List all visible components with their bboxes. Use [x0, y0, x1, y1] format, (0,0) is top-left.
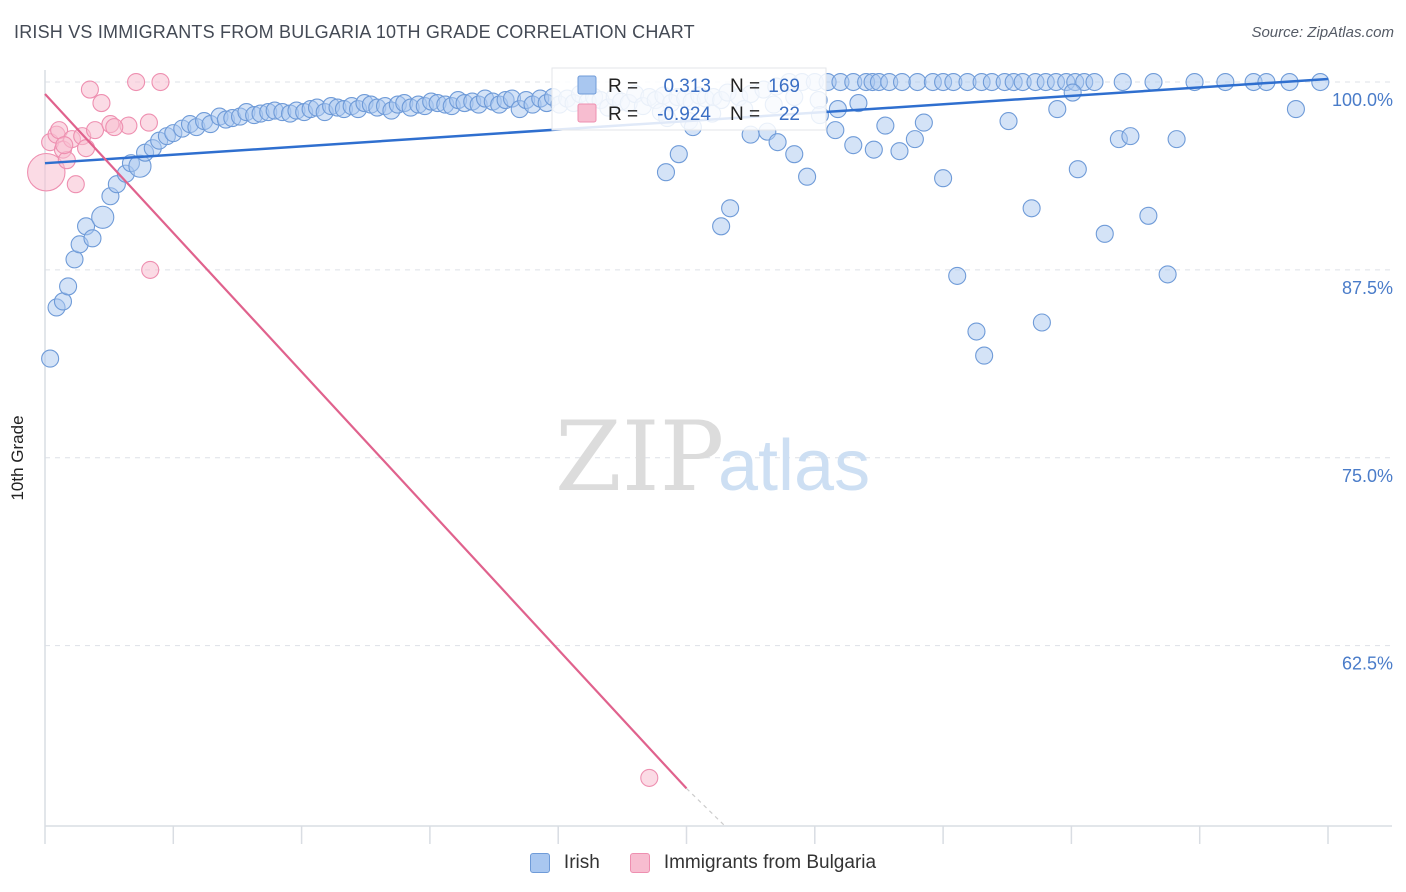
irish-point	[83, 229, 102, 248]
chart-title: IRISH VS IMMIGRANTS FROM BULGARIA 10TH G…	[14, 22, 695, 42]
watermark: ZIP atlas	[555, 401, 870, 513]
legend-swatch-irish	[529, 853, 550, 873]
irish-point	[890, 142, 909, 161]
legend-swatch-bulgaria	[629, 853, 650, 873]
irish-point	[785, 145, 804, 164]
irish-point	[967, 322, 986, 341]
source-credit: Source: ZipAtlas.com	[1251, 24, 1394, 41]
bulgaria-trend-line	[44, 93, 688, 790]
y-ticks: 62.5% 75.0% 87.5% 100.0%	[1332, 90, 1393, 674]
bulgaria-point	[92, 94, 111, 113]
irish-point	[975, 346, 994, 365]
irish-point	[1085, 72, 1104, 92]
stats-r-value-2: -0.924	[657, 104, 711, 125]
gridlines	[45, 81, 1392, 647]
bulgaria-point	[105, 118, 124, 137]
irish-point	[1095, 224, 1114, 243]
irish-point	[669, 145, 688, 164]
irish-point	[1022, 199, 1041, 218]
bulgaria-point	[151, 72, 170, 92]
bulgaria-point	[80, 80, 99, 99]
irish-point	[798, 167, 817, 186]
irish-point	[65, 250, 84, 269]
irish-point	[1068, 160, 1087, 179]
bulgaria-point	[127, 72, 146, 92]
bulgaria-point	[55, 136, 74, 155]
irish-point	[1032, 313, 1051, 332]
stats-box: R = 0.313 N = 169 R = -0.924 N = 22	[551, 67, 827, 131]
irish-point	[828, 100, 847, 119]
irish-point	[41, 349, 60, 368]
watermark-atlas: atlas	[718, 426, 870, 506]
x-ticks: 0.0%100.0%	[44, 826, 1329, 844]
legend-label-irish: Irish	[563, 852, 600, 873]
irish-point	[712, 217, 731, 236]
irish-point	[1139, 206, 1158, 225]
scatter-chart: ZIP atlas 0.0%100.0% 62.5% 75.0% 87.5% 100.…	[27, 67, 1393, 844]
irish-point	[948, 266, 967, 285]
y-tick-label: 87.5%	[1342, 278, 1393, 298]
legend-item-irish[interactable]: Irish	[529, 852, 600, 874]
irish-point	[656, 163, 676, 182]
irish-point	[826, 121, 845, 140]
bulgaria-point	[85, 121, 105, 140]
bulgaria-point	[141, 260, 160, 279]
bulgaria-trend-extension	[686, 787, 726, 827]
irish-point	[1216, 72, 1235, 92]
irish-point	[999, 112, 1018, 131]
legend-item-bulgaria[interactable]: Immigrants from Bulgaria	[629, 852, 877, 874]
y-tick-label: 62.5%	[1342, 654, 1393, 674]
stats-r-value-1: 0.313	[663, 76, 711, 97]
bulgaria-point	[66, 175, 85, 194]
irish-point	[1113, 72, 1132, 92]
irish-point	[1158, 265, 1177, 284]
stats-n-value-1: 169	[768, 76, 800, 97]
irish-point	[908, 72, 927, 92]
irish-point	[914, 113, 933, 132]
watermark-zip: ZIP	[555, 401, 724, 513]
irish-point	[905, 130, 924, 149]
irish-point	[864, 140, 883, 159]
bulgaria-point	[77, 139, 96, 158]
stats-swatch-bulgaria	[577, 103, 597, 123]
irish-point	[768, 133, 787, 152]
y-tick-label: 75.0%	[1342, 466, 1393, 486]
irish-point	[844, 136, 863, 155]
irish-point	[1311, 72, 1330, 92]
stats-swatch-irish	[577, 75, 597, 95]
stats-n-label-1: N =	[730, 76, 760, 97]
axes	[44, 70, 1392, 827]
irish-point	[53, 292, 73, 311]
irish-point	[1286, 100, 1305, 119]
irish-point	[1121, 127, 1140, 146]
irish-point	[1048, 100, 1067, 119]
irish-point	[1167, 130, 1186, 149]
irish-point	[1144, 72, 1163, 92]
irish-point	[59, 277, 78, 296]
irish-point	[1063, 83, 1082, 102]
stats-n-label-2: N =	[730, 104, 760, 125]
bulgaria-point	[139, 113, 158, 132]
irish-point	[721, 199, 740, 218]
legend-label-bulgaria: Immigrants from Bulgaria	[663, 852, 877, 873]
bulgaria-point	[640, 768, 659, 787]
stats-r-label-1: R =	[608, 76, 638, 97]
irish-point	[91, 205, 115, 229]
irish-point	[934, 169, 953, 188]
y-tick-label: 100.0%	[1332, 90, 1393, 110]
legend: Irish Immigrants from Bulgaria	[0, 852, 1406, 874]
irish-point	[892, 72, 912, 92]
irish-point	[849, 94, 868, 113]
irish-point	[876, 116, 895, 135]
stats-r-label-2: R =	[608, 104, 638, 125]
stats-n-value-2: 22	[779, 104, 800, 125]
